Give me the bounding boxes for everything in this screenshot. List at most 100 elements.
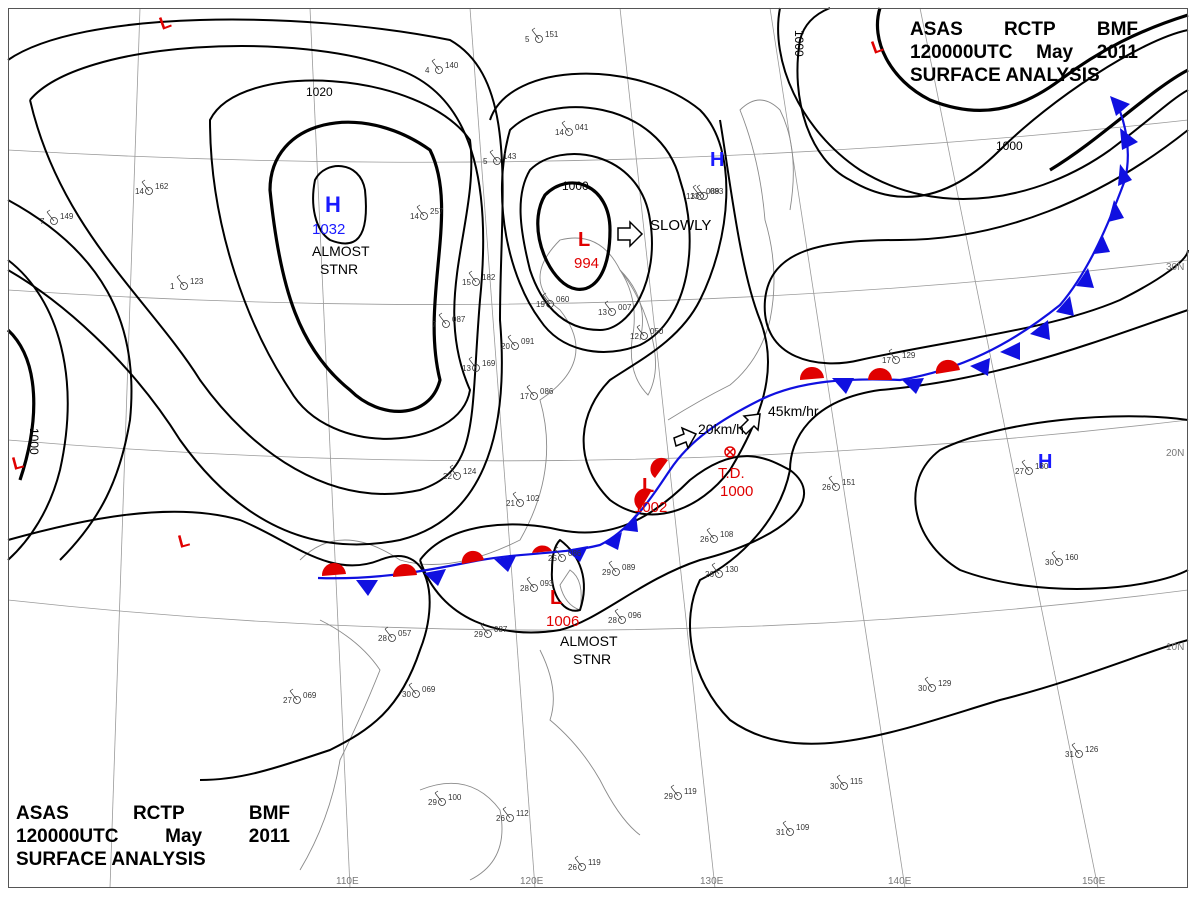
station-temp: 21 xyxy=(506,499,515,508)
station-temp: 29 xyxy=(474,630,483,639)
station-temp: 29 xyxy=(664,792,673,801)
system-note: ALMOST xyxy=(312,243,370,259)
pressure-value: 1006 xyxy=(546,613,579,630)
title-year: 2011 xyxy=(248,826,290,847)
station-temp: 7 xyxy=(432,320,437,329)
station-plot: 26 108 xyxy=(700,527,734,544)
station-plot: 13 089 xyxy=(686,184,720,201)
wind-barb-icon xyxy=(636,324,645,337)
station-plot: 13 007 xyxy=(598,300,632,317)
wind-barb-icon xyxy=(408,682,417,695)
station-plot: 12 050 xyxy=(630,324,664,341)
station-pressure: 108 xyxy=(720,530,734,539)
station-circle-icon xyxy=(435,66,443,74)
title-row: 120000UTC May 2011 xyxy=(16,825,290,848)
station-temp: 19 xyxy=(536,300,545,309)
station-circle-icon xyxy=(484,630,492,638)
station-pressure: 091 xyxy=(521,337,535,346)
station-pressure: 129 xyxy=(938,679,952,688)
station-plot: 26 112 xyxy=(496,806,529,823)
wind-barb-icon xyxy=(696,184,705,197)
title-time: 120000UTC xyxy=(16,826,119,847)
station-circle-icon xyxy=(438,798,446,806)
cold-front-triangles xyxy=(356,96,1138,596)
wind-barb-icon xyxy=(782,820,791,833)
cold-front-triangle xyxy=(1076,268,1094,288)
cold-front-triangle xyxy=(1056,296,1074,316)
isobar xyxy=(550,539,585,612)
station-circle-icon xyxy=(420,212,428,220)
wind-barb-icon xyxy=(176,274,185,287)
wind-barb-icon xyxy=(1071,742,1080,755)
low-pressure-marker: L xyxy=(10,452,26,474)
title-station: RCTP xyxy=(132,803,185,824)
isobar xyxy=(7,510,431,781)
japan-islands xyxy=(667,99,794,421)
latitude-label: 30N xyxy=(1166,262,1184,273)
station-pressure: 086 xyxy=(540,387,554,396)
wind-barb-icon xyxy=(512,491,521,504)
station-pressure: 149 xyxy=(60,212,74,221)
title-month: May xyxy=(1036,42,1074,63)
station-plot: 14 257 xyxy=(410,204,444,221)
station-plot: 17 129 xyxy=(882,348,916,365)
td-circle xyxy=(724,446,736,458)
low-pressure-marker: L xyxy=(550,587,562,609)
station-plot: 30 115 xyxy=(830,774,863,791)
station-circle-icon xyxy=(710,535,718,543)
warm-front-lobe xyxy=(650,457,668,478)
station-circle-icon xyxy=(1055,558,1063,566)
station-temp: 29 xyxy=(428,798,437,807)
station-temp: 30 xyxy=(918,684,927,693)
station-temp: 13 xyxy=(598,308,607,317)
wind-barb-icon xyxy=(289,688,298,701)
station-temp: 26 xyxy=(705,570,714,579)
wind-barb-icon xyxy=(836,774,845,787)
station-pressure: 115 xyxy=(850,777,863,786)
title-station: RCTP xyxy=(1003,19,1056,40)
station-pressure: 087 xyxy=(452,315,466,324)
station-circle-icon xyxy=(293,696,301,704)
station-circle-icon xyxy=(696,192,704,200)
cold-front-triangle xyxy=(1110,96,1130,116)
philippines xyxy=(539,649,641,836)
cold-front-triangle xyxy=(622,514,638,532)
station-plot: 31 126 xyxy=(1065,742,1099,759)
station-plot: 1 123 xyxy=(170,274,204,291)
station-circle-icon xyxy=(565,128,573,136)
station-plot: 29 087 xyxy=(474,622,508,639)
isobar xyxy=(500,106,691,353)
longitude-label: 120E xyxy=(520,876,544,887)
isobar xyxy=(489,72,769,516)
station-pressure: 093 xyxy=(540,579,554,588)
longitude-line-120e xyxy=(469,7,536,889)
station-plot: 13 169 xyxy=(462,356,496,373)
isobar xyxy=(875,7,1189,112)
isobar xyxy=(312,165,367,245)
isobar xyxy=(29,45,485,495)
station-plot: 27 180 xyxy=(1015,459,1049,476)
station-temp: 28 xyxy=(608,616,617,625)
station-pressure: 143 xyxy=(503,152,517,161)
low-pressure-marker: L xyxy=(869,35,886,58)
title-month: May xyxy=(165,826,203,847)
longitude-label: 140E xyxy=(888,876,912,887)
station-pressure: 069 xyxy=(422,685,436,694)
station-circle-icon xyxy=(453,472,461,480)
station-plot: 17 086 xyxy=(520,384,554,401)
cold-front-triangle xyxy=(494,556,516,572)
cold-front-triangle xyxy=(566,546,588,562)
high-pressure-marker: H xyxy=(1038,451,1052,473)
title-agency: ASAS xyxy=(910,19,963,40)
station-temp: 15 xyxy=(462,278,471,287)
wind-barb-icon xyxy=(692,184,701,197)
station-plot: 7 149 xyxy=(40,209,74,226)
cold-front-triangle xyxy=(1118,164,1132,186)
isobar-label: 1020 xyxy=(306,85,333,99)
station-plots: 1416271491123515141405143140411308312050… xyxy=(40,27,1099,872)
station-temp: 13 xyxy=(686,192,695,201)
isobar xyxy=(209,79,473,440)
station-plot: 30 129 xyxy=(918,676,952,693)
latitude-label: 10N xyxy=(1166,642,1184,653)
isobars xyxy=(6,7,1189,781)
